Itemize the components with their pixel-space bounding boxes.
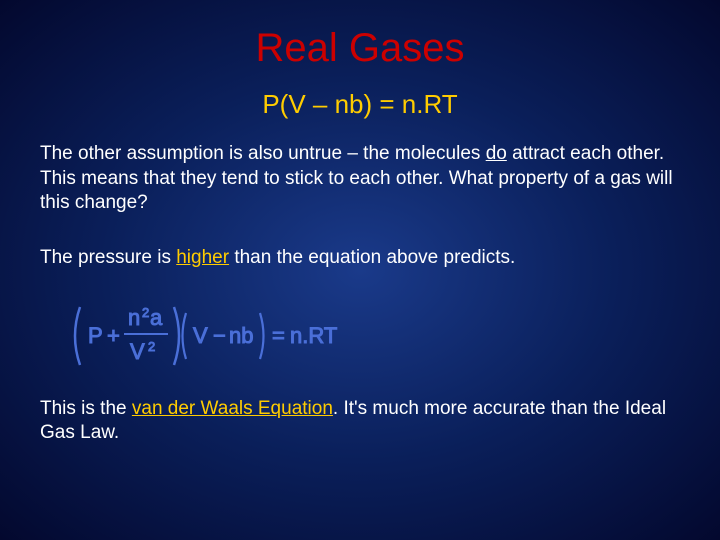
slide-title: Real Gases: [40, 26, 680, 71]
p2-post: than the equation above predicts.: [229, 247, 515, 268]
equation-svg: P + n 2 a V 2 V − nb: [72, 301, 382, 371]
eq-plus: +: [107, 323, 120, 348]
p1-do: do: [486, 143, 507, 164]
eq-nrt: n.RT: [290, 323, 337, 348]
eq-v-sup: 2: [148, 339, 155, 354]
simple-equation: P(V – nb) = n.RT: [40, 89, 680, 120]
eq-a: a: [150, 305, 163, 330]
van-der-waals-equation: P + n 2 a V 2 V − nb: [72, 301, 680, 371]
p3-pre: This is the: [40, 398, 132, 419]
paragraph-2: The pressure is higher than the equation…: [40, 246, 680, 271]
eq-n: n: [128, 305, 140, 330]
eq-nb: nb: [229, 323, 253, 348]
eq-p: P: [88, 323, 103, 348]
p2-higher: higher: [176, 247, 229, 268]
eq-n-sup: 2: [142, 305, 149, 320]
eq-minus: −: [213, 323, 226, 348]
eq-v-denom: V: [130, 339, 145, 364]
eq-v: V: [193, 323, 208, 348]
p1-pre: The other assumption is also untrue – th…: [40, 143, 486, 164]
p3-vdw: van der Waals Equation: [132, 398, 333, 419]
slide-container: Real Gases P(V – nb) = n.RT The other as…: [0, 0, 720, 540]
p2-pre: The pressure is: [40, 247, 176, 268]
paragraph-1: The other assumption is also untrue – th…: [40, 142, 680, 216]
eq-equals: =: [272, 323, 285, 348]
paragraph-3: This is the van der Waals Equation. It's…: [40, 397, 680, 446]
